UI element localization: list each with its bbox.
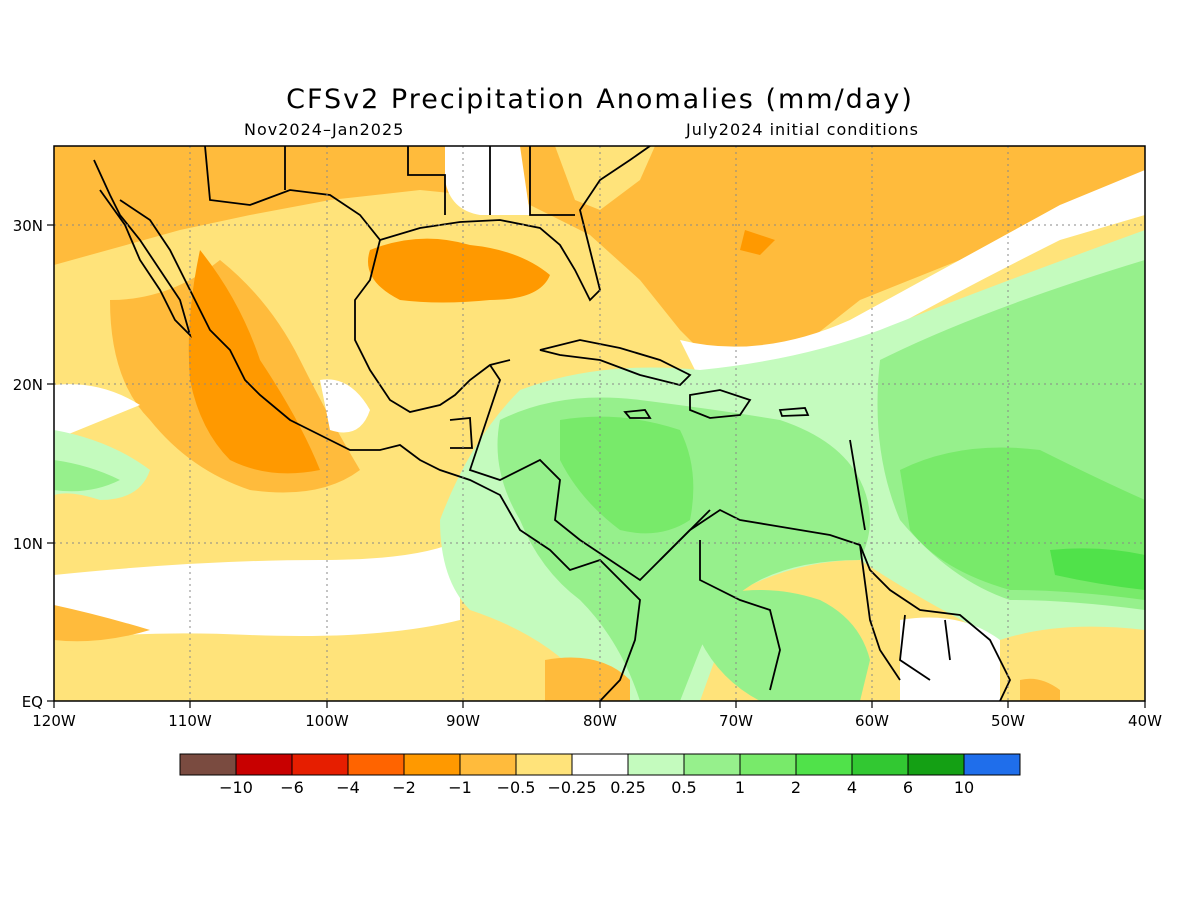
initial-conditions: July2024 initial conditions xyxy=(686,120,919,139)
legend-label: 1 xyxy=(735,778,745,797)
x-tick-label: 100W xyxy=(305,712,349,730)
x-tick-label: 120W xyxy=(32,712,76,730)
y-tick-label: 10N xyxy=(13,535,43,553)
legend-swatch xyxy=(907,753,965,776)
graticule xyxy=(54,146,1145,701)
legend-swatch xyxy=(459,753,517,776)
legend-label: 0.25 xyxy=(610,778,646,797)
legend-swatch xyxy=(235,753,293,776)
legend-label: 6 xyxy=(903,778,913,797)
legend-label: −0.25 xyxy=(547,778,596,797)
tick-marks xyxy=(47,224,1146,708)
legend-swatch xyxy=(627,753,685,776)
legend-swatch xyxy=(179,753,237,776)
legend-swatch xyxy=(403,753,461,776)
legend-swatch xyxy=(571,753,629,776)
legend-label: 2 xyxy=(791,778,801,797)
anomaly-field xyxy=(54,146,1145,701)
color-legend xyxy=(179,753,1021,776)
x-tick-label: 40W xyxy=(1128,712,1162,730)
legend-swatch xyxy=(795,753,853,776)
legend-swatch xyxy=(515,753,573,776)
legend-swatch xyxy=(347,753,405,776)
map-title: CFSv2 Precipitation Anomalies (mm/day) xyxy=(286,84,914,115)
legend-label: −1 xyxy=(448,778,472,797)
x-tick-label: 80W xyxy=(583,712,617,730)
legend-label: −0.5 xyxy=(497,778,536,797)
y-tick-label: EQ xyxy=(22,693,43,711)
forecast-period: Nov2024–Jan2025 xyxy=(244,120,405,139)
legend-swatch xyxy=(739,753,797,776)
legend-label: −4 xyxy=(336,778,360,797)
y-axis-labels: 30N 20N 10N EQ xyxy=(13,217,43,711)
legend-swatch xyxy=(963,753,1021,776)
legend-swatch xyxy=(851,753,909,776)
x-axis-labels: 120W 110W 100W 90W 80W 70W 60W 50W 40W xyxy=(32,712,1162,730)
x-tick-label: 60W xyxy=(855,712,889,730)
x-tick-label: 110W xyxy=(168,712,212,730)
x-tick-label: 50W xyxy=(991,712,1025,730)
legend-labels: −10 −6 −4 −2 −1 −0.5 −0.25 0.25 0.5 1 2 4 6 10 xyxy=(219,778,974,797)
x-tick-label: 70W xyxy=(719,712,753,730)
legend-label: 0.5 xyxy=(671,778,696,797)
legend-swatch xyxy=(683,753,741,776)
legend-swatch xyxy=(291,753,349,776)
legend-label: −6 xyxy=(280,778,304,797)
x-tick-label: 90W xyxy=(446,712,480,730)
legend-label: −2 xyxy=(392,778,416,797)
legend-label: −10 xyxy=(219,778,253,797)
y-tick-label: 20N xyxy=(13,376,43,394)
y-tick-label: 30N xyxy=(13,217,43,235)
legend-label: 10 xyxy=(954,778,974,797)
legend-label: 4 xyxy=(847,778,857,797)
